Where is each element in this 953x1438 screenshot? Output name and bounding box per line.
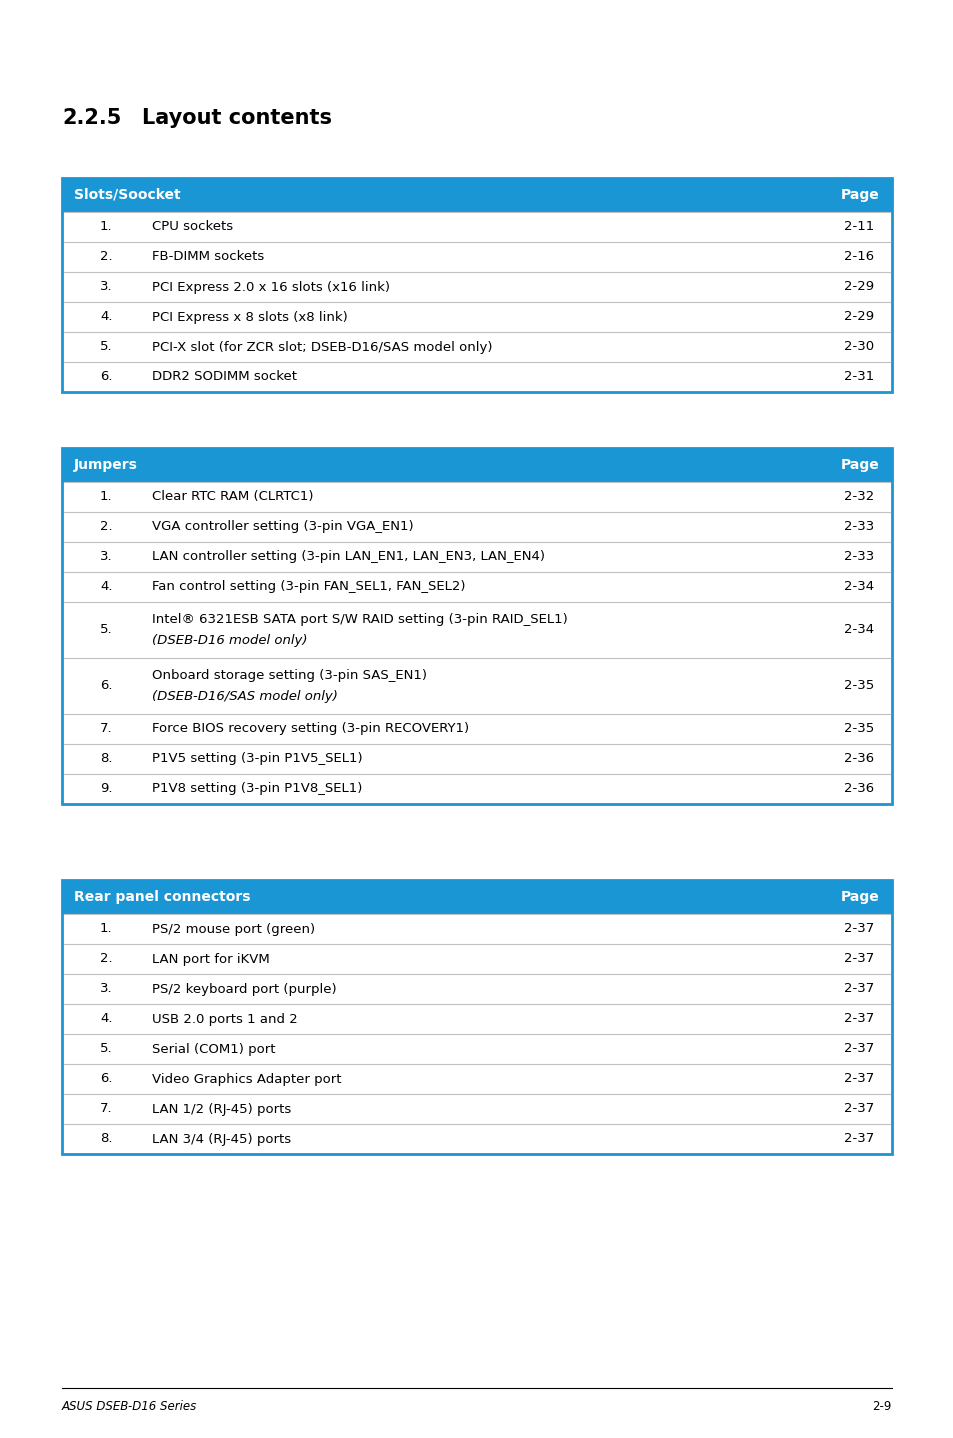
Text: 4.: 4. [100, 311, 112, 324]
Text: 3.: 3. [100, 280, 112, 293]
Text: LAN controller setting (3-pin LAN_EN1, LAN_EN3, LAN_EN4): LAN controller setting (3-pin LAN_EN1, L… [152, 551, 544, 564]
Text: 2-36: 2-36 [843, 752, 873, 765]
Text: DDR2 SODIMM socket: DDR2 SODIMM socket [152, 371, 296, 384]
Text: PCI Express 2.0 x 16 slots (x16 link): PCI Express 2.0 x 16 slots (x16 link) [152, 280, 390, 293]
Text: Page: Page [841, 457, 879, 472]
Text: 2-32: 2-32 [842, 490, 873, 503]
Text: 9.: 9. [100, 782, 112, 795]
Text: Force BIOS recovery setting (3-pin RECOVERY1): Force BIOS recovery setting (3-pin RECOV… [152, 722, 469, 735]
Text: LAN 3/4 (RJ-45) ports: LAN 3/4 (RJ-45) ports [152, 1133, 291, 1146]
Text: PS/2 keyboard port (purple): PS/2 keyboard port (purple) [152, 982, 336, 995]
Text: Clear RTC RAM (CLRTC1): Clear RTC RAM (CLRTC1) [152, 490, 314, 503]
Text: Layout contents: Layout contents [142, 108, 332, 128]
Text: 2-37: 2-37 [842, 982, 873, 995]
Bar [62, 880, 891, 1155]
Bar [62, 880, 891, 915]
Text: 5.: 5. [100, 1043, 112, 1055]
Text: 8.: 8. [100, 1133, 112, 1146]
Text: 6.: 6. [100, 1073, 112, 1086]
Text: FB-DIMM sockets: FB-DIMM sockets [152, 250, 264, 263]
Text: 2-37: 2-37 [842, 1073, 873, 1086]
Text: 1.: 1. [100, 490, 112, 503]
Text: 2-33: 2-33 [842, 551, 873, 564]
Text: PS/2 mouse port (green): PS/2 mouse port (green) [152, 923, 314, 936]
Text: 3.: 3. [100, 551, 112, 564]
Text: LAN 1/2 (RJ-45) ports: LAN 1/2 (RJ-45) ports [152, 1103, 291, 1116]
Text: 5.: 5. [100, 341, 112, 354]
Bar [62, 178, 891, 211]
Text: 2.: 2. [100, 952, 112, 965]
Text: 2.: 2. [100, 521, 112, 533]
Text: Slots/Soocket: Slots/Soocket [74, 188, 180, 201]
Text: Jumpers: Jumpers [74, 457, 138, 472]
Text: 5.: 5. [100, 624, 112, 637]
Text: 2-35: 2-35 [842, 680, 873, 693]
Text: VGA controller setting (3-pin VGA_EN1): VGA controller setting (3-pin VGA_EN1) [152, 521, 414, 533]
Bar [62, 449, 891, 482]
Text: PCI-X slot (for ZCR slot; DSEB-D16/SAS model only): PCI-X slot (for ZCR slot; DSEB-D16/SAS m… [152, 341, 492, 354]
Bar [62, 178, 891, 393]
Text: CPU sockets: CPU sockets [152, 220, 233, 233]
Text: LAN port for iKVM: LAN port for iKVM [152, 952, 270, 965]
Text: 2.2.5: 2.2.5 [62, 108, 121, 128]
Text: 2-35: 2-35 [842, 722, 873, 735]
Text: 2-11: 2-11 [842, 220, 873, 233]
Text: 2-9: 2-9 [872, 1399, 891, 1412]
Text: 6.: 6. [100, 371, 112, 384]
Text: 4.: 4. [100, 1012, 112, 1025]
Text: 2-37: 2-37 [842, 1103, 873, 1116]
Text: 6.: 6. [100, 680, 112, 693]
Text: Page: Page [841, 188, 879, 201]
Text: 2-34: 2-34 [843, 581, 873, 594]
Text: Video Graphics Adapter port: Video Graphics Adapter port [152, 1073, 341, 1086]
Text: Rear panel connectors: Rear panel connectors [74, 890, 251, 905]
Text: 2-31: 2-31 [842, 371, 873, 384]
Bar [62, 449, 891, 804]
Text: Fan control setting (3-pin FAN_SEL1, FAN_SEL2): Fan control setting (3-pin FAN_SEL1, FAN… [152, 581, 465, 594]
Text: 7.: 7. [100, 1103, 112, 1116]
Text: 2-34: 2-34 [843, 624, 873, 637]
Text: 2-30: 2-30 [843, 341, 873, 354]
Text: 2-36: 2-36 [843, 782, 873, 795]
Text: 1.: 1. [100, 923, 112, 936]
Text: USB 2.0 ports 1 and 2: USB 2.0 ports 1 and 2 [152, 1012, 297, 1025]
Text: 7.: 7. [100, 722, 112, 735]
Text: 2-33: 2-33 [842, 521, 873, 533]
Text: 2-29: 2-29 [843, 311, 873, 324]
Text: 1.: 1. [100, 220, 112, 233]
Text: (DSEB-D16/SAS model only): (DSEB-D16/SAS model only) [152, 690, 337, 703]
Text: P1V8 setting (3-pin P1V8_SEL1): P1V8 setting (3-pin P1V8_SEL1) [152, 782, 362, 795]
Text: 2-37: 2-37 [842, 1012, 873, 1025]
Text: 2-37: 2-37 [842, 952, 873, 965]
Text: (DSEB-D16 model only): (DSEB-D16 model only) [152, 634, 307, 647]
Text: 2-37: 2-37 [842, 923, 873, 936]
Text: Serial (COM1) port: Serial (COM1) port [152, 1043, 275, 1055]
Text: 2-16: 2-16 [843, 250, 873, 263]
Text: P1V5 setting (3-pin P1V5_SEL1): P1V5 setting (3-pin P1V5_SEL1) [152, 752, 362, 765]
Text: 2.: 2. [100, 250, 112, 263]
Text: Intel® 6321ESB SATA port S/W RAID setting (3-pin RAID_SEL1): Intel® 6321ESB SATA port S/W RAID settin… [152, 614, 567, 627]
Text: 8.: 8. [100, 752, 112, 765]
Text: 3.: 3. [100, 982, 112, 995]
Text: 2-29: 2-29 [843, 280, 873, 293]
Text: 4.: 4. [100, 581, 112, 594]
Text: 2-37: 2-37 [842, 1133, 873, 1146]
Text: ASUS DSEB-D16 Series: ASUS DSEB-D16 Series [62, 1399, 197, 1412]
Text: Onboard storage setting (3-pin SAS_EN1): Onboard storage setting (3-pin SAS_EN1) [152, 670, 427, 683]
Text: PCI Express x 8 slots (x8 link): PCI Express x 8 slots (x8 link) [152, 311, 348, 324]
Text: 2-37: 2-37 [842, 1043, 873, 1055]
Text: Page: Page [841, 890, 879, 905]
